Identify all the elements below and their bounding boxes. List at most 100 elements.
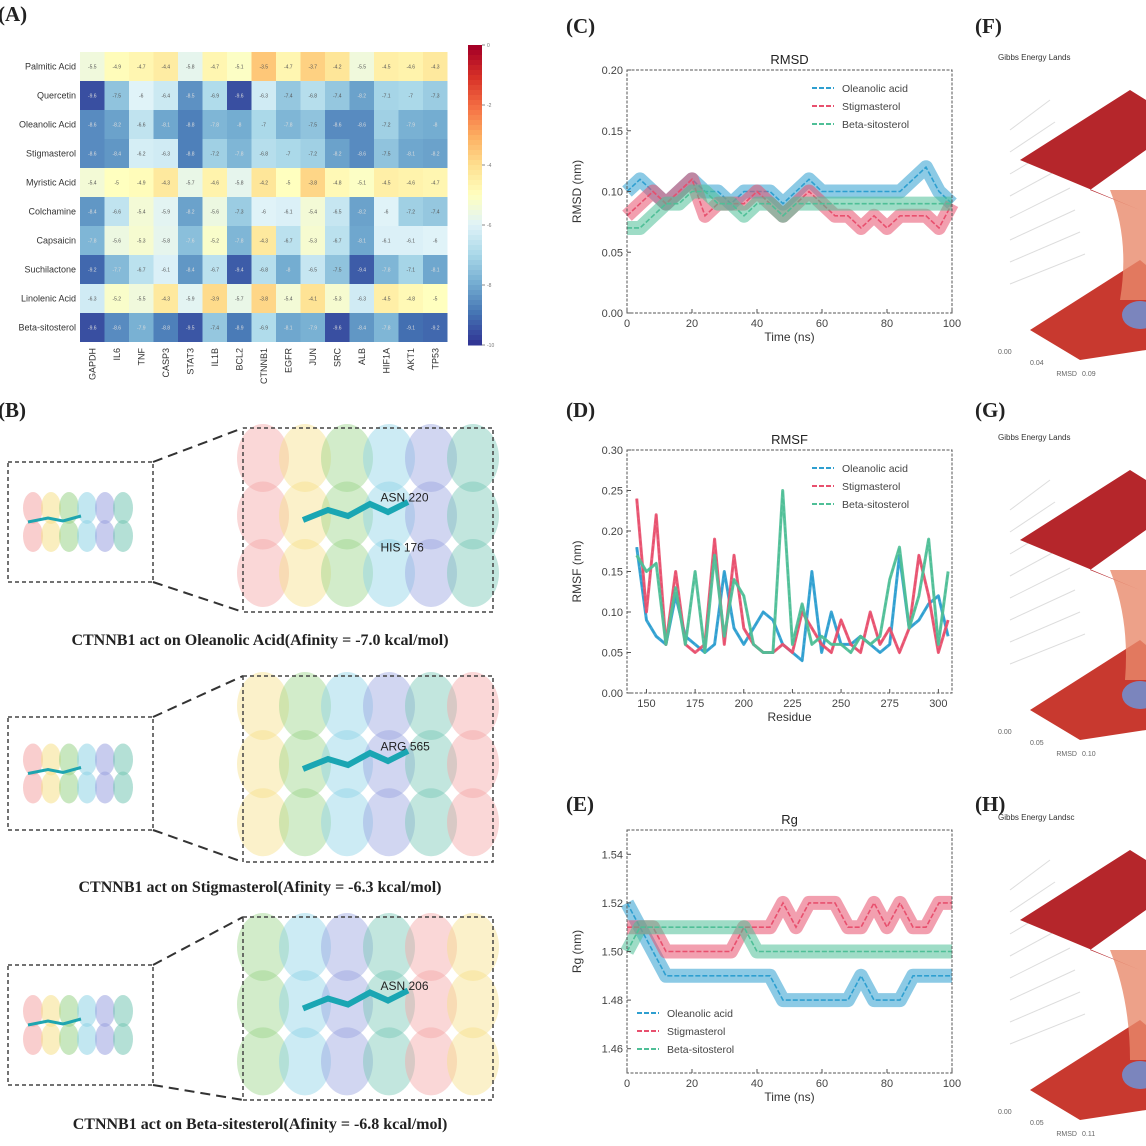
heatmap-cell — [80, 226, 105, 255]
heatmap-cell-value: -5 — [286, 181, 291, 187]
heatmap-cell — [300, 110, 325, 139]
colorbar-segment — [468, 75, 482, 81]
colorbar-segment — [468, 110, 482, 116]
energy-minimum-well — [1122, 681, 1146, 709]
heatmap-cell — [349, 81, 374, 110]
heatmap-cell — [178, 197, 203, 226]
heatmap-cell-value: -3.7 — [308, 65, 317, 71]
x-tick-label: 0.05 — [1030, 1120, 1044, 1127]
protein-helix — [405, 481, 457, 550]
protein-helix — [113, 492, 133, 524]
protein-helix — [59, 1023, 79, 1055]
protein-helix — [279, 481, 331, 550]
x-tick-label: 80 — [881, 318, 893, 330]
energy-minimum-well — [1122, 301, 1146, 329]
colorbar-segment — [468, 230, 482, 236]
series-line-2 — [627, 901, 952, 953]
protein-helix — [405, 913, 457, 981]
surface-lower-plane — [1030, 260, 1146, 360]
heatmap-cell-value: -7.2 — [406, 210, 415, 216]
colorbar-segment — [468, 340, 482, 346]
heatmap-cell — [153, 110, 178, 139]
heatmap-cell-value: -5.4 — [284, 297, 293, 303]
heatmap-cell — [423, 110, 448, 139]
heatmap-cell — [104, 197, 129, 226]
heatmap-cell-value: -5.2 — [210, 239, 219, 245]
heatmap-cell — [80, 284, 105, 313]
y-tick-label: 0.20 — [602, 526, 623, 538]
x-tick-label: 60 — [816, 318, 828, 330]
colorbar-segment — [468, 80, 482, 86]
heatmap-cell — [104, 168, 129, 197]
colorbar-segment — [468, 250, 482, 256]
heatmap-cell-value: -7.8 — [382, 268, 391, 274]
colorbar-segment — [468, 50, 482, 56]
heatmap-cell-value: -6.3 — [357, 297, 366, 303]
heatmap-cell-value: -8.1 — [406, 152, 415, 158]
heatmap-cell — [423, 226, 448, 255]
x-tick-label: 20 — [686, 318, 698, 330]
protein-helix — [279, 970, 331, 1039]
heatmap-cell-value: -4.7 — [210, 65, 219, 71]
docking-caption-3: CTNNB1 act on Beta-sitesterol(Afinity = … — [72, 1116, 448, 1133]
protein-helix — [363, 788, 415, 857]
protein-helix — [77, 743, 97, 776]
heatmap-cell-value: -4.8 — [333, 181, 342, 187]
protein-helix — [41, 492, 61, 524]
heatmap-cell-value: -4.5 — [382, 65, 391, 71]
surface-upper-plane — [1020, 90, 1146, 210]
rmsd-chart: RMSD 0 20 40 60 80 100 0.00 0.05 0.10 0.15 0.20 Time… — [570, 52, 961, 344]
heatmap-cell-value: -5.1 — [357, 181, 366, 187]
surface-title: Gibbs Energy Lands — [998, 53, 1071, 62]
heatmap-cell — [325, 226, 350, 255]
y-tick-label: 0.05 — [602, 648, 623, 660]
colorbar-segment — [468, 320, 482, 326]
heatmap-cell — [153, 52, 178, 81]
heatmap-cell — [104, 52, 129, 81]
protein-helix — [41, 520, 61, 552]
heatmap-cell-value: -8.8 — [161, 326, 170, 332]
heatmap-cell — [129, 197, 154, 226]
heatmap-cell-value: -7.8 — [88, 239, 97, 245]
heatmap-column-label: TP53 — [430, 348, 440, 370]
colorbar-segment — [468, 165, 482, 171]
heatmap-cell-value: -3.9 — [210, 297, 219, 303]
heatmap-cell-value: -7.5 — [382, 152, 391, 158]
heatmap-cell-value: -4.6 — [406, 65, 415, 71]
colorbar-segment — [468, 205, 482, 211]
series-line-3 — [627, 190, 952, 229]
grid-line — [1009, 1013, 1086, 1045]
heatmap-cell — [251, 284, 276, 313]
heatmap-column-label: BCL2 — [234, 348, 244, 371]
y-tick-label: 1.52 — [602, 898, 623, 910]
protein-helix — [237, 913, 289, 981]
heatmap-cell-value: -8.4 — [112, 152, 121, 158]
y-tick-label: 0.10 — [602, 187, 623, 199]
panel-label-h: (H) — [975, 792, 1006, 816]
zoom-detail-box — [242, 675, 494, 863]
heatmap-cell — [251, 197, 276, 226]
heatmap-cell-value: -7.8 — [235, 152, 244, 158]
heatmap-cell-value: -9.2 — [431, 326, 440, 332]
heatmap-cell — [227, 226, 252, 255]
heatmap-row-label: Stigmasterol — [26, 149, 76, 159]
heatmap-cell-value: -7.2 — [308, 152, 317, 158]
heatmap-cell-value: -8.6 — [88, 152, 97, 158]
x-tick-label: 100 — [943, 318, 961, 330]
docking-caption-2: CTNNB1 act on Stigmasterol(Afinity = -6.… — [78, 879, 442, 896]
protein-helix — [95, 520, 115, 552]
heatmap-cell — [276, 110, 301, 139]
heatmap-cell — [251, 81, 276, 110]
heatmap-cell — [153, 255, 178, 284]
heatmap-cell-value: -3.8 — [308, 181, 317, 187]
residue-label: ASN 220 — [381, 491, 429, 505]
heatmap-cell — [227, 313, 252, 342]
heatmap-cell — [300, 81, 325, 110]
protein-helix — [363, 970, 415, 1039]
protein-helix — [321, 788, 373, 857]
x-tick-label: 0.00 — [998, 349, 1012, 356]
heatmap-cell — [178, 52, 203, 81]
heatmap-cell — [349, 255, 374, 284]
heatmap-cell-value: -8.2 — [186, 210, 195, 216]
protein-helix — [363, 913, 415, 981]
